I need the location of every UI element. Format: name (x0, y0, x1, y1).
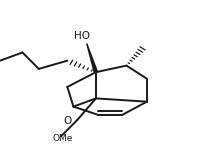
Text: O: O (63, 116, 71, 125)
Text: OMe: OMe (52, 134, 72, 143)
Text: HO: HO (74, 31, 90, 41)
Polygon shape (87, 43, 98, 72)
